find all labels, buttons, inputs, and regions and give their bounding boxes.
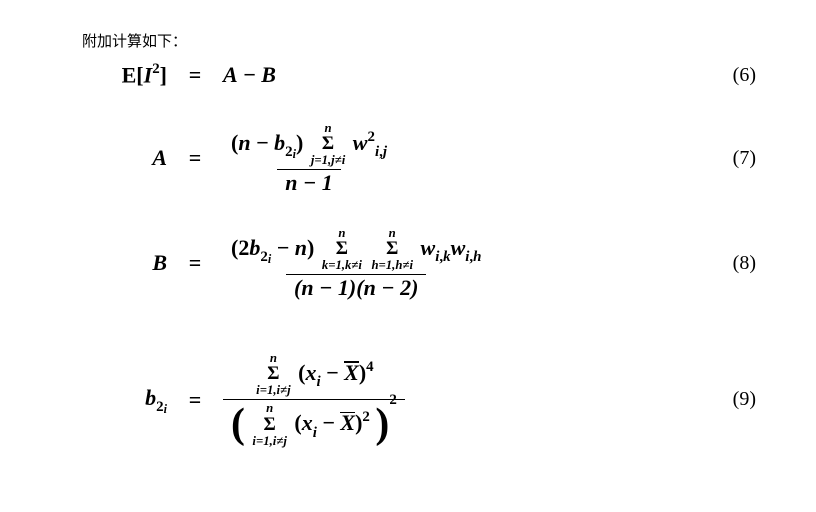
equals-sign: = xyxy=(185,145,205,171)
eq7-lhs: A xyxy=(82,145,167,171)
x-bar-icon: X xyxy=(344,362,359,384)
eq7-denominator: n − 1 xyxy=(277,169,341,196)
eq-number-9: (9) xyxy=(716,388,756,411)
equation-6: E[I2] = A − B (6) xyxy=(82,62,756,88)
sum-i-den: n Σ i=1,i≠j xyxy=(252,402,286,447)
expectation-E: E xyxy=(122,62,137,87)
eq7-rhs: (n − b2i) n Σ j=1,j≠i w2i,j n − 1 xyxy=(223,120,395,196)
eq9-rhs: n Σ i=1,i≠j (xi − X)4 ( n Σ i=1,i≠j (xi … xyxy=(223,350,405,450)
eq-number-6: (6) xyxy=(716,64,756,87)
sum-k: n Σ k=1,k≠i xyxy=(322,227,362,272)
eq9-fraction: n Σ i=1,i≠j (xi − X)4 ( n Σ i=1,i≠j (xi … xyxy=(223,350,405,450)
eq6-rhs: A − B xyxy=(223,62,276,88)
equals-sign: = xyxy=(185,62,205,88)
intro-text: 附加计算如下： xyxy=(82,30,187,51)
eq8-lhs: B xyxy=(82,250,167,276)
eq8-rhs: (2b2i − n) n Σ k=1,k≠i n Σ h=1,h≠i wi,kw… xyxy=(223,225,490,301)
equation-7: A = (n − b2i) n Σ j=1,j≠i w2i,j n − 1 (7… xyxy=(82,120,756,196)
equals-sign: = xyxy=(185,387,205,413)
sum-h: n Σ h=1,h≠i xyxy=(371,227,413,272)
sum-i-num: n Σ i=1,i≠j xyxy=(256,352,290,397)
x-bar-icon: X xyxy=(340,412,355,434)
equation-9: b2i = n Σ i=1,i≠j (xi − X)4 ( n Σ xyxy=(82,350,756,450)
eq-number-8: (8) xyxy=(716,252,756,275)
equals-sign: = xyxy=(185,250,205,276)
eq6-lhs: E[I2] xyxy=(82,62,167,88)
eq-number-7: (7) xyxy=(716,147,756,170)
eq7-fraction: (n − b2i) n Σ j=1,j≠i w2i,j n − 1 xyxy=(223,120,395,196)
sum-j: n Σ j=1,j≠i xyxy=(311,122,345,167)
eq8-fraction: (2b2i − n) n Σ k=1,k≠i n Σ h=1,h≠i wi,kw… xyxy=(223,225,490,301)
eq8-denominator: (n − 1)(n − 2) xyxy=(286,274,426,301)
eq9-lhs: b2i xyxy=(82,385,167,415)
equation-8: B = (2b2i − n) n Σ k=1,k≠i n Σ h=1,h≠i xyxy=(82,225,756,301)
